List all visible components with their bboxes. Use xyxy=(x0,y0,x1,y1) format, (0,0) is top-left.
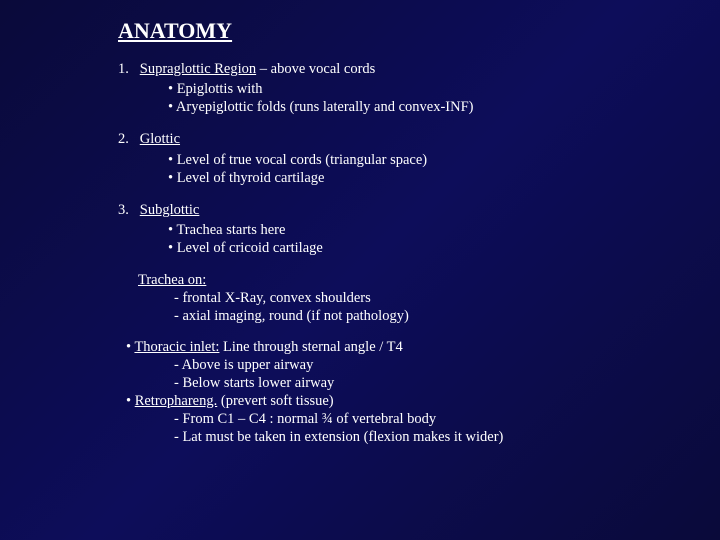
slide-container: ANATOMY 1. Supraglottic Region – above v… xyxy=(0,0,700,540)
extra-2-after: (prevert soft tissue) xyxy=(217,393,333,409)
section-2-num: 2. xyxy=(118,131,129,147)
section-1-bullets: Epiglottis with Aryepiglottic folds (run… xyxy=(168,80,700,116)
extra-2-dash: - From C1 – C4 : normal ¾ of vertebral b… xyxy=(174,410,700,428)
section-1-after: – above vocal cords xyxy=(256,61,375,77)
extra-1-dash: - Below starts lower airway xyxy=(174,374,700,392)
extra-1-heading: Thoracic inlet: xyxy=(134,339,219,355)
trachea-lines: - frontal X-Ray, convex shoulders - axia… xyxy=(174,289,700,325)
extras-block: Thoracic inlet: Line through sternal ang… xyxy=(118,338,700,447)
bullet-item: Epiglottis with xyxy=(168,80,700,98)
section-2-heading: Glottic xyxy=(140,131,180,147)
section-3: 3. Subglottic Trachea starts here Level … xyxy=(118,201,700,257)
section-2: 2. Glottic Level of true vocal cords (tr… xyxy=(118,130,700,186)
extra-2: Retrophareng. (prevert soft tissue) xyxy=(126,392,700,410)
extra-1-dash: - Above is upper airway xyxy=(174,356,700,374)
trachea-line: - frontal X-Ray, convex shoulders xyxy=(174,289,700,307)
section-1: 1. Supraglottic Region – above vocal cor… xyxy=(118,60,700,116)
slide-title: ANATOMY xyxy=(118,18,700,44)
bullet-item: Trachea starts here xyxy=(168,221,700,239)
bullet-item: Level of true vocal cords (triangular sp… xyxy=(168,151,700,169)
extra-1-after: Line through sternal angle / T4 xyxy=(219,339,402,355)
section-2-bullets: Level of true vocal cords (triangular sp… xyxy=(168,151,700,187)
bullet-item: Aryepiglottic folds (runs laterally and … xyxy=(168,98,700,116)
section-1-num: 1. xyxy=(118,61,129,77)
bullet-item: Level of thyroid cartilage xyxy=(168,169,700,187)
trachea-heading: Trachea on: xyxy=(138,271,700,289)
extra-2-dash: - Lat must be taken in extension (flexio… xyxy=(174,428,700,446)
section-3-bullets: Trachea starts here Level of cricoid car… xyxy=(168,221,700,257)
section-1-heading: Supraglottic Region xyxy=(140,61,256,77)
section-3-num: 3. xyxy=(118,202,129,218)
extra-2-heading: Retrophareng. xyxy=(135,393,218,409)
section-3-heading: Subglottic xyxy=(140,202,200,218)
bullet-item: Level of cricoid cartilage xyxy=(168,239,700,257)
extra-1: Thoracic inlet: Line through sternal ang… xyxy=(126,338,700,356)
trachea-line: - axial imaging, round (if not pathology… xyxy=(174,307,700,325)
trachea-block: Trachea on: - frontal X-Ray, convex shou… xyxy=(118,271,700,325)
